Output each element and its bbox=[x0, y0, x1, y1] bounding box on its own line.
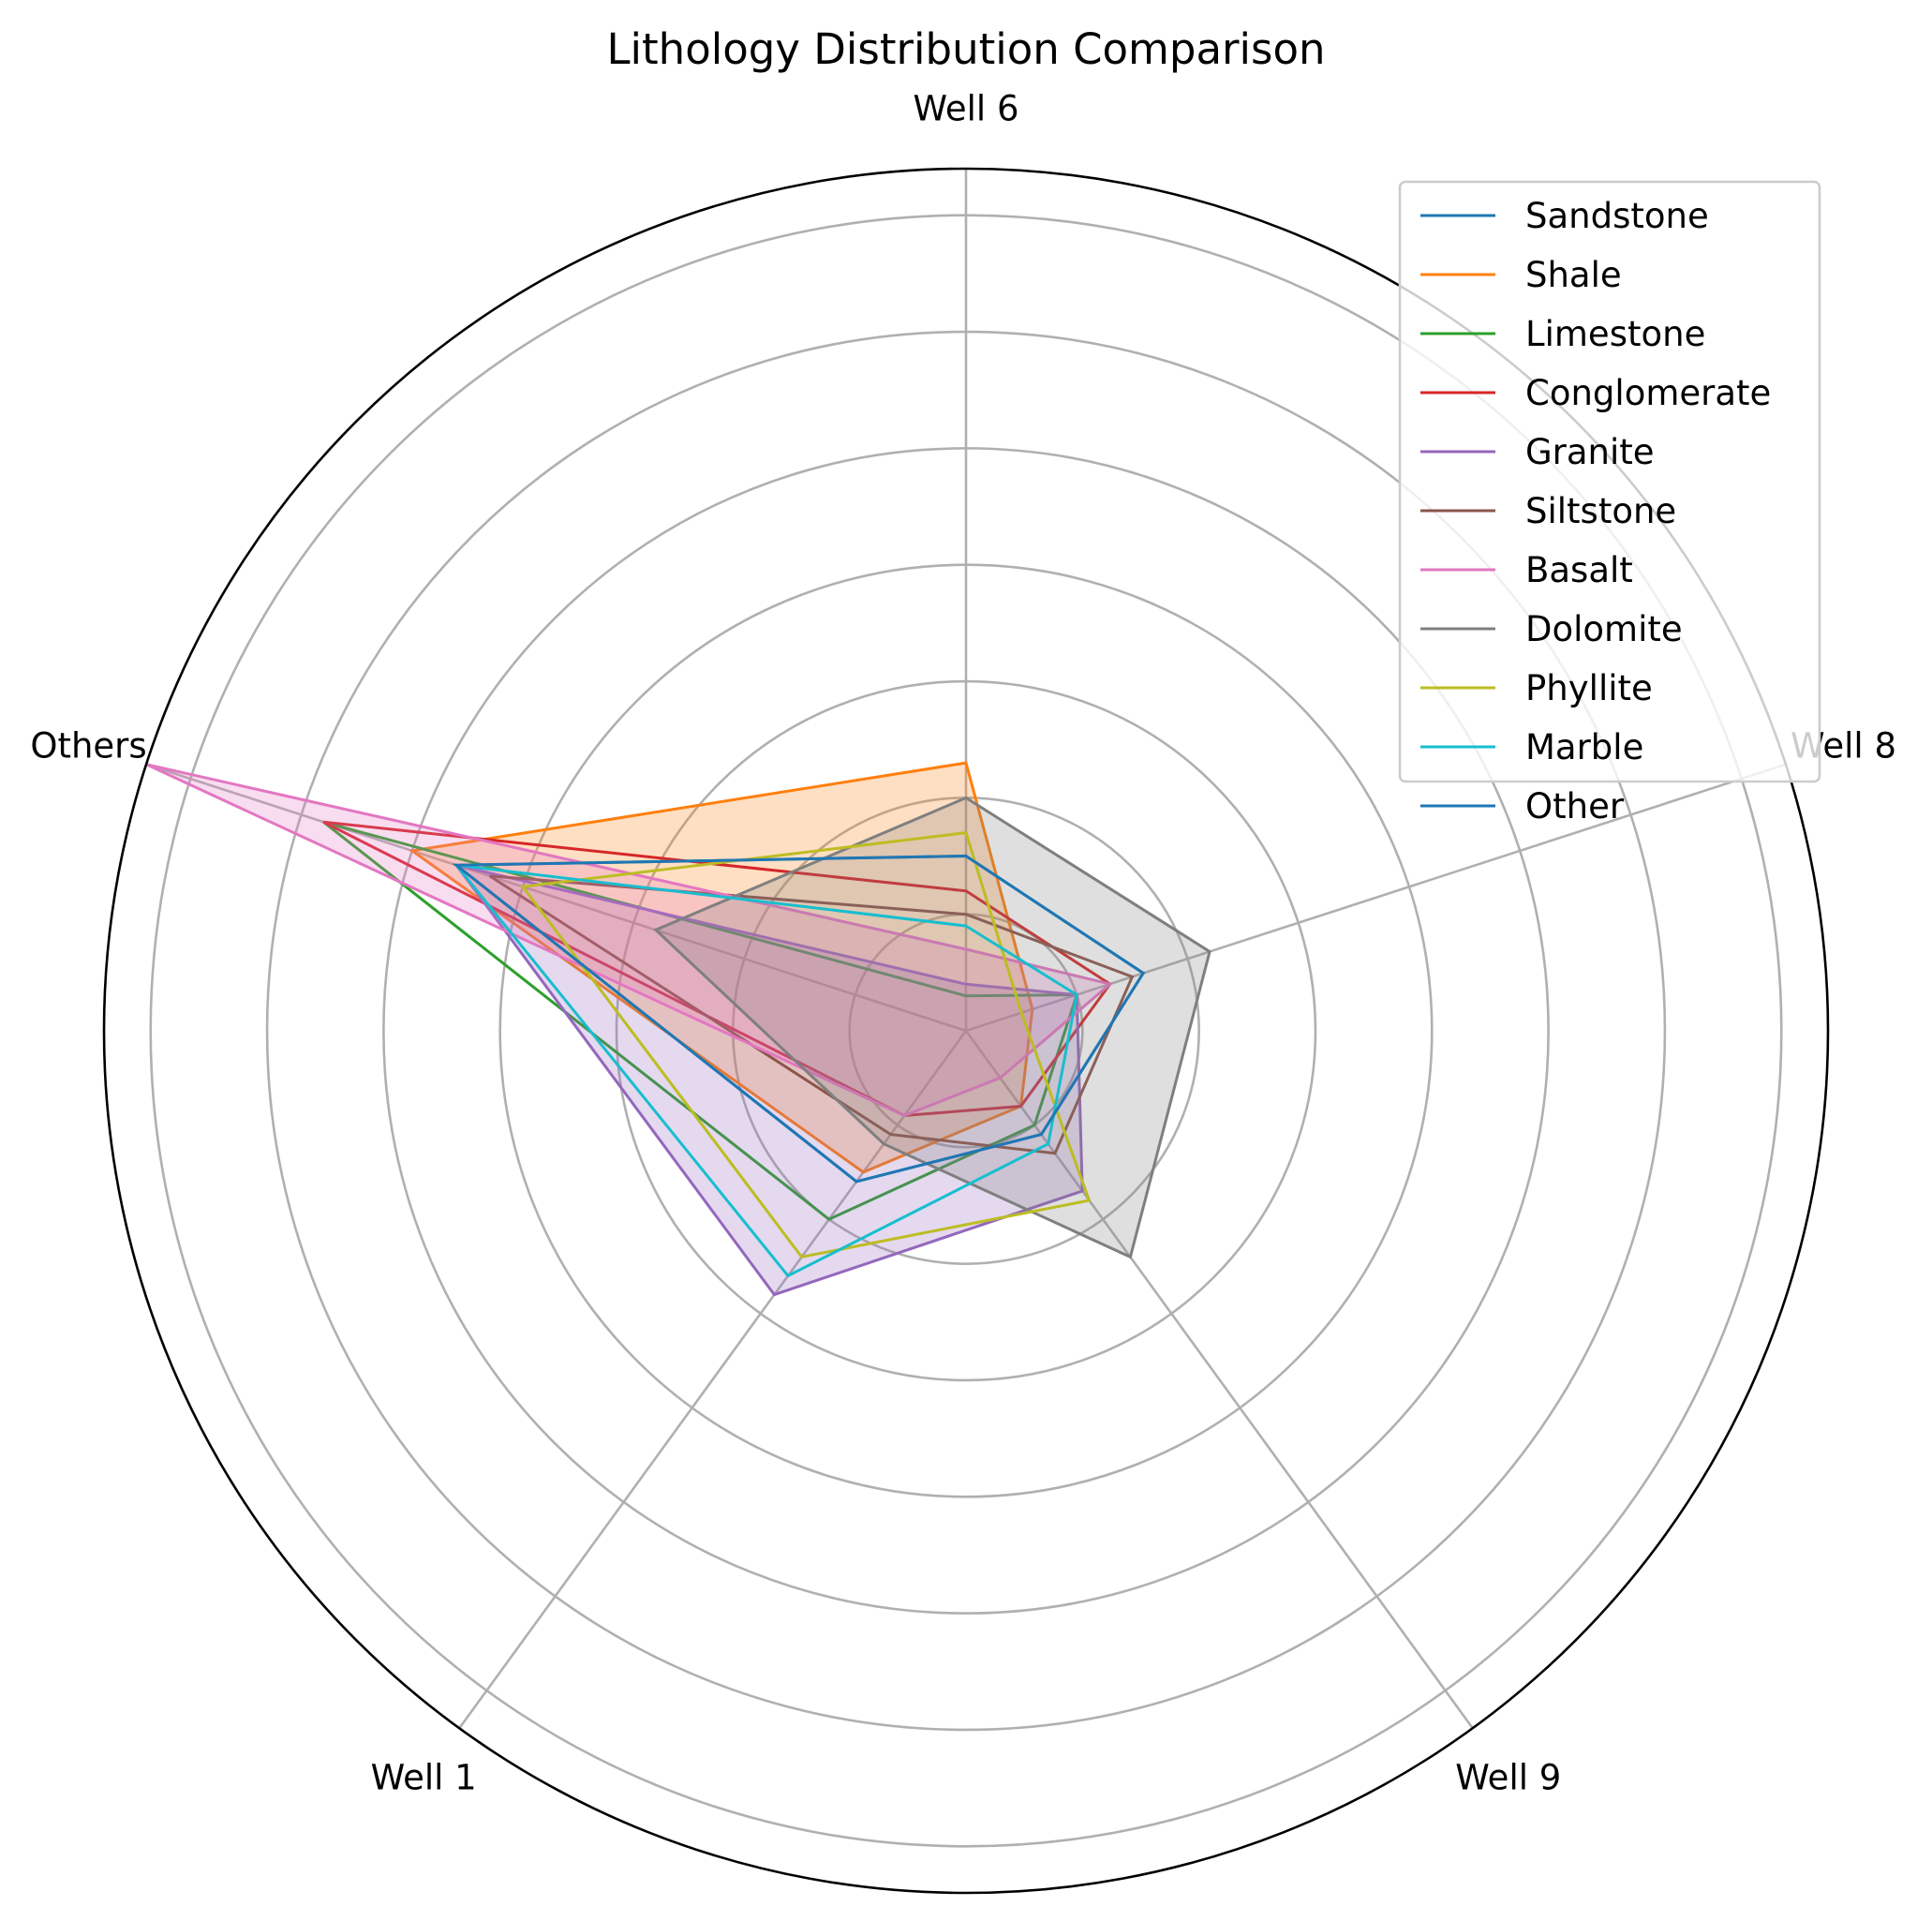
series-layer bbox=[145, 761, 1211, 1297]
series-other-polygon bbox=[452, 854, 1146, 1184]
series-conglomerate-polygon bbox=[322, 820, 1112, 1118]
axis-label: Others bbox=[30, 726, 146, 767]
axis-label: Well 1 bbox=[371, 1758, 477, 1798]
series-dolomite-polygon bbox=[653, 796, 1211, 1259]
series-marble-polygon bbox=[453, 863, 1078, 1278]
legend-label-limestone: Limestone bbox=[1525, 314, 1705, 354]
legend: Sandstone Shale Limestone Conglomerate Grani… bbox=[1398, 180, 1821, 826]
legend-label-siltstone: Siltstone bbox=[1525, 491, 1676, 531]
legend-label-conglomerate: Conglomerate bbox=[1525, 373, 1771, 413]
chart-title: Lithology Distribution Comparison bbox=[606, 24, 1325, 74]
grid-layer bbox=[145, 169, 1787, 1848]
legend-frame bbox=[1398, 180, 1821, 783]
series-basalt-polygon bbox=[145, 763, 1113, 1118]
legend-label-granite: Granite bbox=[1525, 432, 1655, 472]
legend-label-basalt: Basalt bbox=[1525, 550, 1633, 590]
outer-frame bbox=[102, 167, 1830, 1895]
series-limestone-polygon bbox=[322, 820, 1079, 1221]
legend-label-marble: Marble bbox=[1525, 727, 1643, 767]
axis-label: Well 6 bbox=[913, 88, 1018, 128]
axis-label: Well 9 bbox=[1455, 1758, 1561, 1798]
legend-label-other: Other bbox=[1525, 786, 1625, 826]
legend-label-phyllite: Phyllite bbox=[1525, 668, 1653, 708]
axis-spoke bbox=[965, 763, 1787, 1033]
legend-label-sandstone: Sandstone bbox=[1525, 196, 1709, 236]
legend-label-dolomite: Dolomite bbox=[1525, 609, 1683, 649]
series-phyllite-polygon bbox=[520, 830, 1092, 1259]
axis-spoke bbox=[145, 763, 967, 1033]
legend-label-shale: Shale bbox=[1525, 255, 1622, 295]
axis-spoke bbox=[964, 1030, 1474, 1730]
axis-spoke bbox=[458, 1030, 968, 1730]
